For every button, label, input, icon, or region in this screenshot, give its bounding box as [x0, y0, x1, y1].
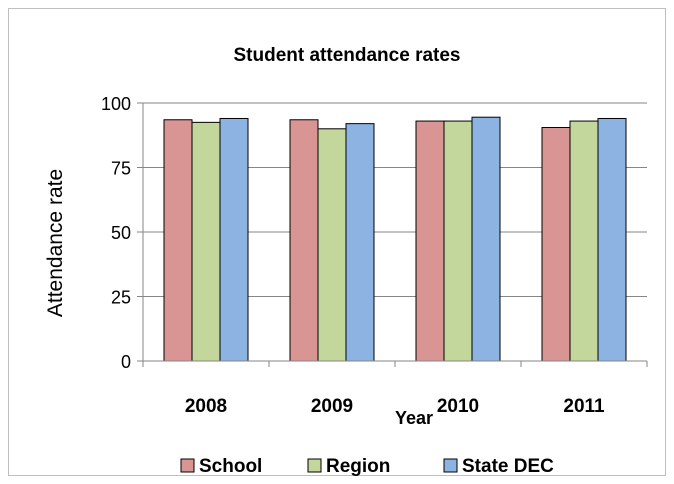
bar-state-dec-2010: [471, 116, 501, 362]
x-tick-label: 2008: [185, 396, 227, 417]
bar-region-2008: [191, 121, 221, 362]
bar-state-dec-2011: [597, 117, 627, 362]
legend-label-region: Region: [326, 456, 390, 477]
bar-state-dec-2008: [219, 117, 249, 362]
chart-title: Student attendance rates: [234, 45, 461, 66]
legend: School Region State DEC: [180, 456, 554, 477]
legend-swatch-school: [180, 458, 195, 473]
bar-school-2009: [289, 119, 319, 362]
bar-region-2010: [443, 120, 473, 362]
bar-school-2011: [541, 127, 571, 362]
bars: [163, 116, 627, 362]
y-tick-labels: 0 25 50 75 100: [101, 94, 131, 372]
bar-region-2009: [317, 128, 347, 362]
y-tick-label: 75: [111, 159, 131, 179]
legend-label-school: School: [199, 456, 262, 477]
axes: [142, 103, 648, 367]
legend-label-state-dec: State DEC: [462, 456, 554, 477]
y-axis-label: Attendance rate: [44, 169, 67, 317]
legend-swatch-region: [307, 458, 322, 473]
y-tick-label: 50: [111, 223, 131, 243]
y-tick-label: 100: [101, 94, 131, 114]
x-tick-labels: 2008 2009 2010 2011: [185, 396, 605, 417]
y-tick-label: 25: [111, 288, 131, 308]
x-axis-label: Year: [395, 408, 433, 428]
bar-region-2011: [569, 120, 599, 362]
legend-swatch-state-dec: [443, 458, 458, 473]
bar-school-2010: [415, 120, 445, 362]
bar-school-2008: [163, 119, 193, 362]
y-tick-label: 0: [121, 352, 131, 372]
x-tick-label: 2011: [563, 396, 605, 417]
x-tick-label: 2009: [311, 396, 353, 417]
bar-state-dec-2009: [345, 123, 375, 362]
x-tick-label: 2010: [437, 396, 479, 417]
